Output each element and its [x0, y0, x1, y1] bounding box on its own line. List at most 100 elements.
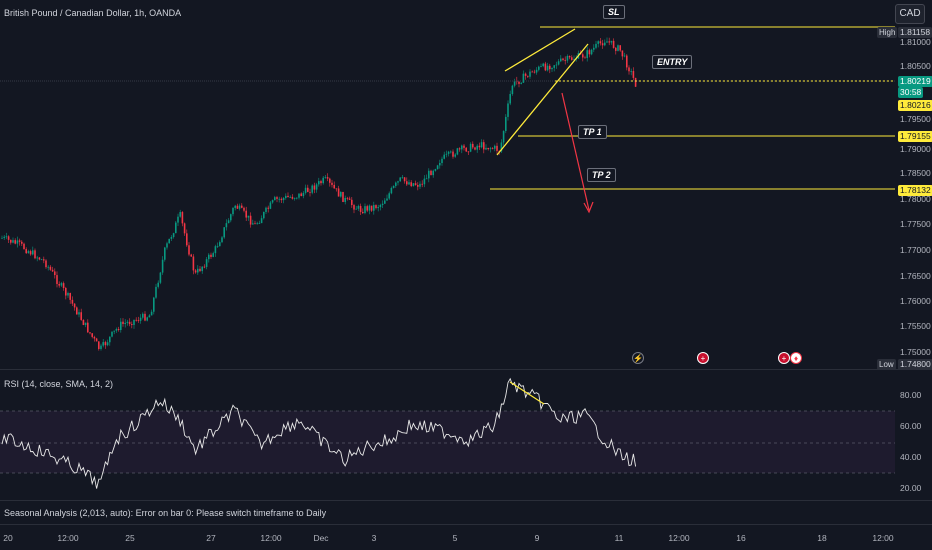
- candle-body: [76, 307, 78, 315]
- candle-body: [241, 205, 243, 208]
- candle-body: [582, 54, 584, 58]
- annotation-sl[interactable]: SL: [603, 5, 625, 19]
- candle-body: [190, 254, 192, 257]
- ca-flag-icon[interactable]: ♦: [790, 352, 802, 364]
- candle-body: [527, 75, 529, 77]
- wedge-lower-trendline[interactable]: [496, 43, 589, 156]
- candle-body: [573, 59, 575, 61]
- annotation-tp1[interactable]: TP 1: [578, 125, 607, 139]
- price-tick: 1.78000: [900, 194, 931, 204]
- candle-body: [502, 131, 505, 143]
- candle-body: [454, 154, 456, 157]
- candle-body: [313, 185, 316, 190]
- candle-body: [243, 207, 245, 211]
- candle-body: [62, 283, 65, 288]
- candle-body: [47, 266, 49, 268]
- candle-body: [489, 148, 492, 150]
- candle-body: [71, 299, 74, 304]
- candle-body: [604, 42, 606, 46]
- candle-body: [320, 181, 322, 184]
- uk-flag-icon[interactable]: +: [697, 352, 709, 364]
- candle-body: [443, 154, 445, 159]
- lightning-icon[interactable]: ⚡: [632, 352, 644, 364]
- candle-body: [148, 315, 151, 318]
- candle-body: [414, 183, 417, 185]
- candle-body: [289, 196, 291, 198]
- candle-body: [93, 336, 96, 339]
- candle-body: [500, 142, 503, 152]
- candle-body: [568, 55, 571, 58]
- candle-body: [139, 317, 142, 321]
- candlestick-series: [1, 37, 637, 351]
- rsi-divergence-line[interactable]: [509, 381, 545, 405]
- time-tick: 9: [534, 533, 540, 543]
- currency-button[interactable]: CAD: [895, 4, 925, 24]
- candle-body: [326, 177, 329, 179]
- candle-body: [546, 65, 549, 71]
- candle-body: [254, 223, 256, 225]
- tp2-price-tag: 1.78132: [898, 185, 932, 196]
- candle-body: [430, 170, 432, 176]
- panel-separator[interactable]: [0, 500, 932, 501]
- candle-body: [311, 185, 313, 193]
- candle-body: [234, 205, 236, 208]
- candle-body: [335, 188, 338, 190]
- annotation-tp2[interactable]: TP 2: [587, 168, 616, 182]
- candle-body: [564, 59, 566, 61]
- annotation-entry[interactable]: ENTRY: [652, 55, 693, 69]
- candle-body: [265, 207, 267, 212]
- candle-body: [628, 67, 630, 72]
- panel-separator[interactable]: [0, 369, 932, 370]
- candle-body: [399, 177, 401, 182]
- seasonal-analysis-error[interactable]: Seasonal Analysis (2,013, auto): Error o…: [4, 508, 327, 518]
- candle-body: [425, 178, 428, 180]
- rsi-title[interactable]: RSI (14, close, SMA, 14, 2): [4, 379, 114, 389]
- candle-body: [238, 205, 241, 209]
- candle-body: [505, 116, 507, 132]
- candle-body: [370, 205, 373, 211]
- candle-body: [551, 67, 553, 70]
- candle-body: [630, 71, 632, 72]
- candle-body: [331, 182, 333, 185]
- candle-body: [513, 80, 516, 86]
- candle-body: [337, 188, 340, 197]
- candle-body: [408, 182, 410, 185]
- candle-body: [205, 259, 208, 267]
- candle-body: [562, 58, 564, 60]
- candle-body: [131, 324, 133, 325]
- candle-body: [84, 322, 87, 325]
- candle-body: [142, 313, 144, 318]
- candle-body: [342, 191, 344, 202]
- projection-arrow[interactable]: [561, 92, 590, 211]
- candle-body: [348, 198, 351, 200]
- time-tick: 12:00: [872, 533, 894, 543]
- symbol-title[interactable]: British Pound / Canadian Dollar, 1h, OAN…: [4, 8, 182, 18]
- candle-body: [469, 143, 472, 152]
- panel-separator[interactable]: [0, 524, 932, 525]
- candle-body: [483, 142, 485, 150]
- candle-body: [538, 66, 540, 70]
- candle-body: [102, 342, 104, 346]
- price-tick: 1.79000: [900, 144, 931, 154]
- high-price-tag: 1.81158: [898, 27, 932, 38]
- candle-body: [3, 236, 5, 238]
- candle-body: [5, 236, 8, 238]
- candle-body: [199, 268, 201, 272]
- tp1-price-tag: 1.79155: [898, 131, 932, 142]
- candle-body: [49, 266, 52, 270]
- candle-body: [560, 58, 562, 62]
- candle-body: [355, 208, 357, 210]
- candle-body: [366, 206, 368, 211]
- candle-body: [463, 145, 465, 148]
- candle-body: [29, 251, 32, 255]
- uk-flag-icon[interactable]: +: [778, 352, 790, 364]
- candle-body: [302, 192, 305, 197]
- candle-body: [34, 250, 36, 259]
- candle-body: [362, 211, 364, 214]
- wedge-upper-trendline[interactable]: [504, 28, 576, 72]
- candle-body: [56, 275, 58, 284]
- candle-body: [333, 184, 335, 189]
- candle-body: [133, 319, 135, 325]
